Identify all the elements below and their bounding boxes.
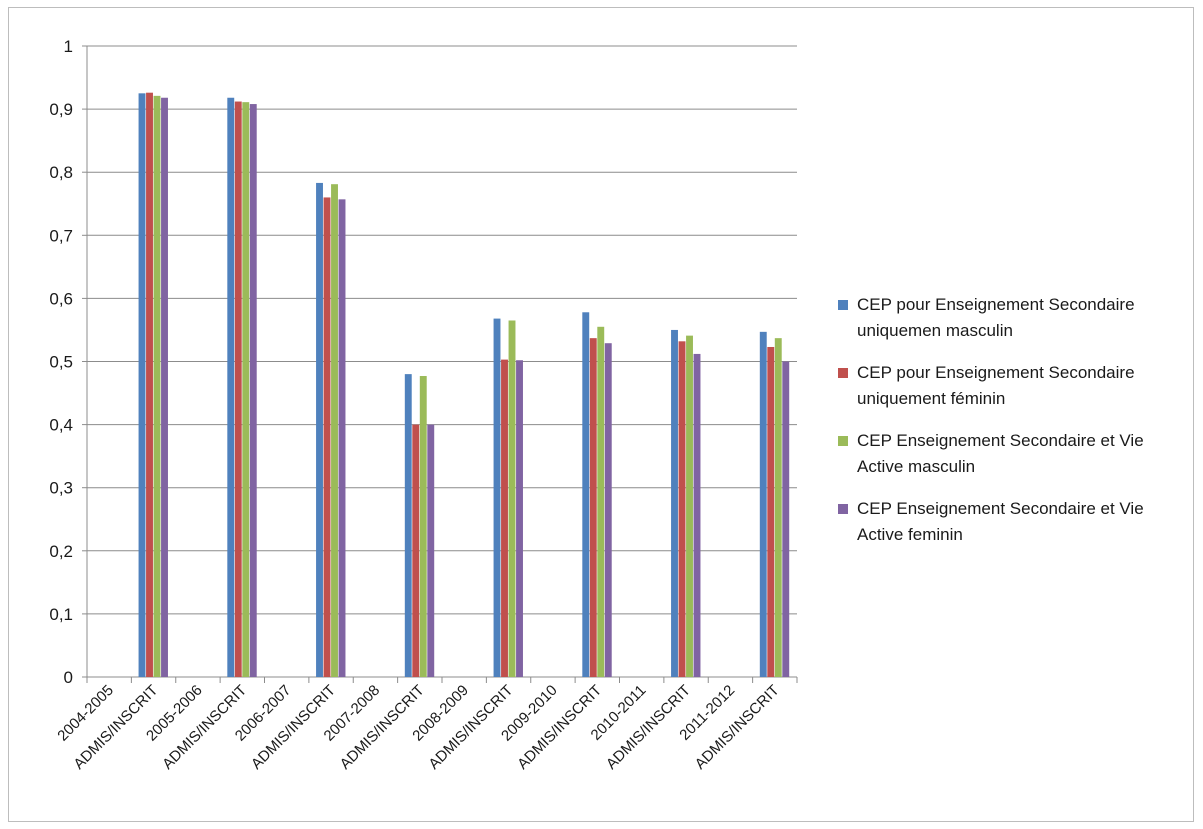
bar	[153, 95, 161, 677]
x-tick-label: ADMIS/INSCRIT	[692, 682, 783, 773]
bar	[597, 326, 605, 677]
bar	[161, 97, 168, 677]
y-tick-label: 0	[64, 668, 73, 687]
y-tick-label: 0,4	[49, 416, 73, 435]
y-tick-label: 0,5	[49, 353, 73, 372]
legend-swatch	[838, 436, 848, 446]
legend-item: CEP pour Enseignement Secondaire uniqueme…	[838, 292, 1188, 344]
bar	[249, 104, 257, 677]
y-tick-label: 0,1	[49, 605, 73, 624]
bar	[693, 353, 701, 677]
bar	[419, 376, 427, 677]
bar	[508, 320, 516, 677]
bar	[759, 331, 767, 677]
y-tick-label: 0,7	[49, 226, 73, 245]
y-axis-tick-labels: 0 0,1 0,2 0,3 0,4 0,5 0,6 0,7 0,8 0,9 1	[49, 37, 73, 687]
legend-swatch	[838, 300, 848, 310]
bar	[782, 361, 790, 677]
bar	[589, 338, 597, 677]
bar	[138, 93, 146, 677]
bar	[686, 335, 693, 677]
bar	[493, 318, 501, 677]
bar	[774, 338, 782, 677]
bar	[338, 199, 346, 677]
bar	[316, 182, 323, 677]
legend-label: CEP Enseignement Secondaire et Vie Active…	[857, 499, 1144, 544]
bar	[227, 97, 235, 677]
legend-item: CEP pour Enseignement Secondaire uniqueme…	[838, 360, 1188, 412]
y-tick-label: 0,8	[49, 163, 73, 182]
bars	[138, 92, 790, 678]
y-tick-label: 0,2	[49, 542, 73, 561]
bar	[404, 374, 412, 677]
y-tick-label: 0,9	[49, 100, 73, 119]
bar	[604, 343, 612, 677]
legend-swatch	[838, 368, 848, 378]
y-tick-label: 0,3	[49, 479, 73, 498]
bar	[323, 197, 331, 677]
bar	[501, 359, 508, 677]
bar	[331, 184, 338, 677]
legend: CEP pour Enseignement Secondaire uniqueme…	[838, 292, 1188, 564]
bar	[146, 92, 153, 678]
legend-label: CEP pour Enseignement Secondaire uniqueme…	[857, 295, 1135, 340]
y-tick-label: 1	[64, 37, 73, 56]
bar	[516, 360, 523, 677]
legend-label: CEP pour Enseignement Secondaire uniqueme…	[857, 363, 1135, 408]
y-tick-label: 0,6	[49, 289, 73, 308]
x-axis-tick-labels: 2004-2005ADMIS/INSCRIT2005-2006ADMIS/INS…	[54, 682, 782, 773]
bar	[767, 346, 775, 677]
legend-item: CEP Enseignement Secondaire et Vie Active…	[838, 428, 1188, 480]
legend-swatch	[838, 504, 848, 514]
bar	[671, 329, 678, 677]
legend-label: CEP Enseignement Secondaire et Vie Active…	[857, 431, 1144, 476]
bar	[234, 101, 242, 677]
bar	[678, 341, 686, 677]
legend-item: CEP Enseignement Secondaire et Vie Active…	[838, 496, 1188, 548]
bar	[582, 312, 590, 677]
bar	[427, 424, 435, 677]
bar	[242, 102, 250, 677]
bar	[412, 424, 420, 677]
